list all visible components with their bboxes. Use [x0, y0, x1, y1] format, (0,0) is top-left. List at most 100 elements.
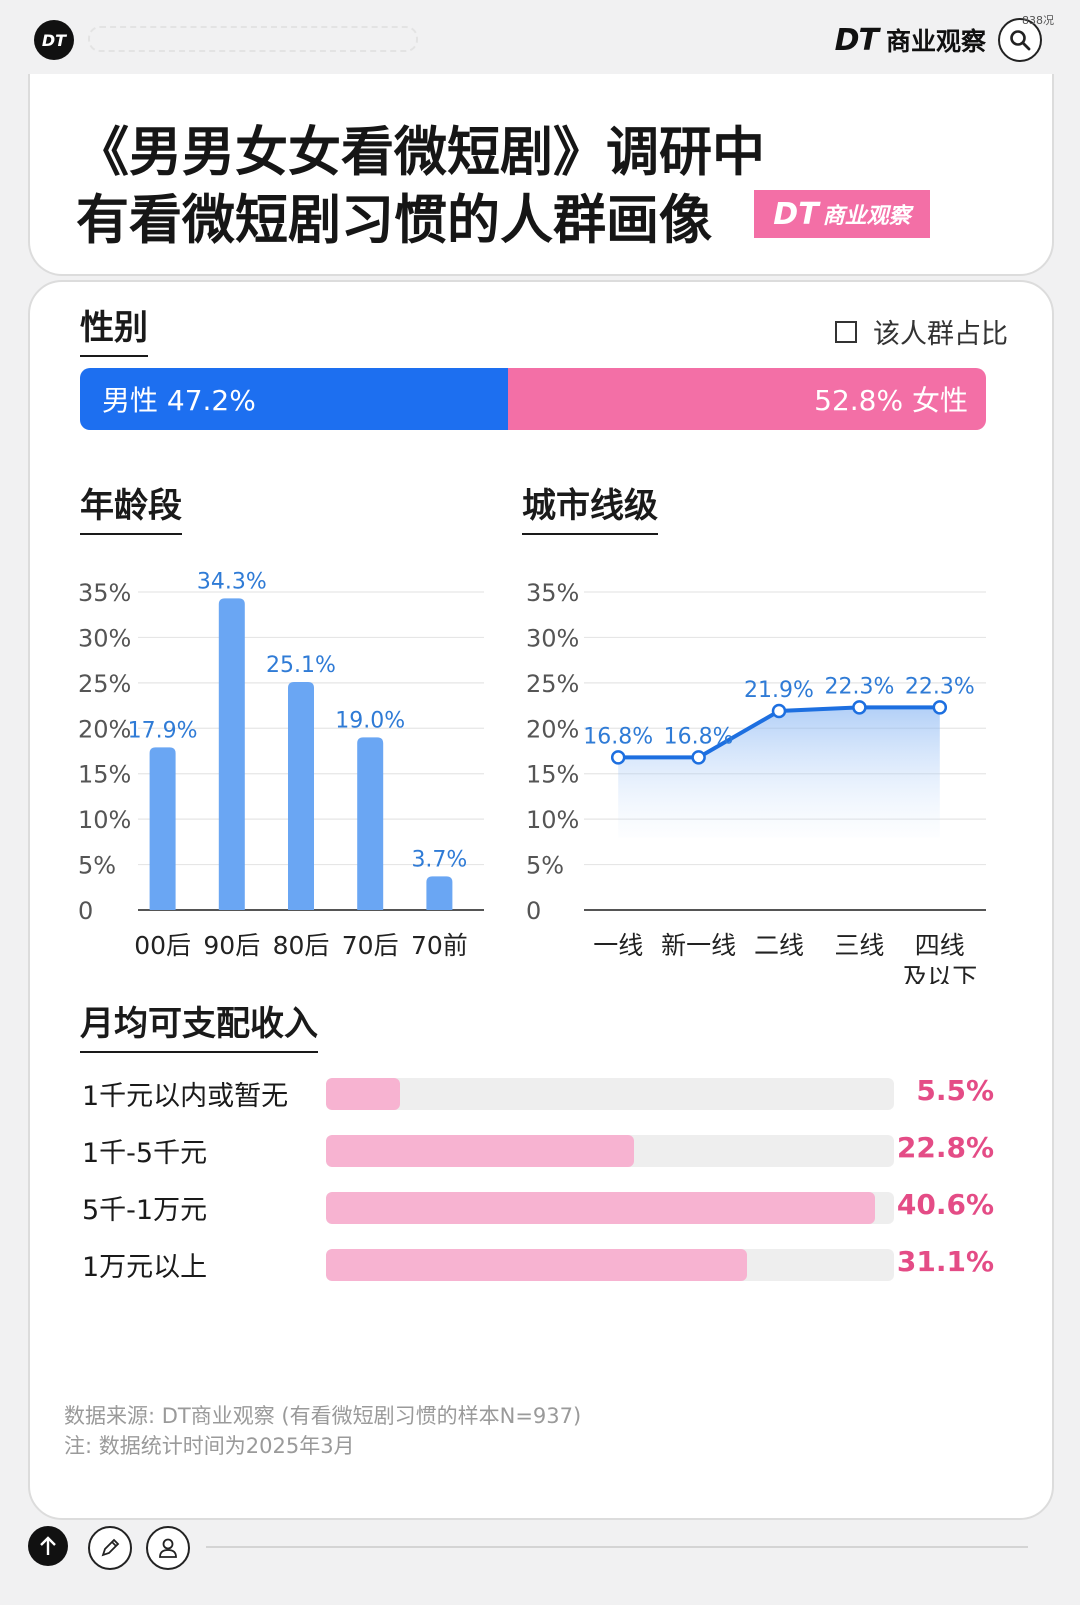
gender-female-segment: 52.8% 女性 [507, 368, 986, 430]
y-tick-label: 25% [78, 670, 131, 698]
y-tick-label: 15% [526, 761, 579, 789]
corner-mark: 838况 [1022, 14, 1054, 27]
city-category-label: 二线 [754, 931, 804, 960]
city-point [691, 750, 706, 765]
city-section-title: 城市线级 [522, 478, 658, 535]
gender-section-title: 性别 [80, 300, 148, 357]
search-button[interactable] [998, 18, 1042, 62]
income-bar [326, 1249, 747, 1281]
brand-tag-dt: DT [773, 196, 819, 232]
title-card: 《男男女女看微短剧》调研中 有看微短剧习惯的人群画像 DT 商业观察 [28, 74, 1054, 276]
income-bar-track [326, 1249, 894, 1281]
legend-label: 该人群占比 [873, 319, 1008, 350]
y-tick-label: 10% [526, 806, 579, 834]
y-tick-label: 35% [78, 579, 131, 607]
y-tick-label: 30% [78, 624, 131, 652]
gender-male-label: 男性 47.2% [102, 384, 256, 417]
age-bar [218, 598, 245, 910]
y-tick-label: 35% [526, 579, 579, 607]
city-point [852, 700, 867, 715]
source-note: 数据来源: DT商业观察 (有看微短剧习惯的样本N=937) [64, 1404, 582, 1428]
income-bar [326, 1192, 876, 1224]
age-value-label: 34.3% [197, 569, 267, 594]
age-value-label: 3.7% [411, 847, 467, 872]
city-category-label: 四线 [915, 931, 965, 960]
income-value-label: 5.5% [916, 1074, 994, 1107]
brand-name: 商业观察 [885, 27, 986, 56]
city-value-label: 21.9% [744, 678, 814, 703]
profile-button[interactable] [146, 1526, 190, 1570]
search-bar[interactable] [88, 26, 418, 52]
y-tick-label: 20% [526, 715, 579, 743]
city-value-label: 16.8% [583, 724, 653, 749]
age-category-label: 70前 [411, 931, 468, 960]
divider [206, 1546, 1028, 1548]
city-category-label: 及以下 [902, 963, 977, 984]
age-section-title: 年龄段 [80, 478, 182, 535]
age-value-label: 25.1% [266, 653, 336, 678]
y-tick-label: 25% [526, 670, 579, 698]
top-bar: DT DT 商业观察 838况 [0, 0, 1080, 80]
income-value-label: 31.1% [896, 1245, 994, 1278]
legend: 该人群占比 [835, 312, 1008, 351]
y-tick-label: 30% [526, 624, 579, 652]
city-point [932, 700, 948, 715]
city-point [610, 750, 626, 765]
search-icon [1010, 30, 1031, 51]
brand-tag-text: 商业观察 [822, 204, 911, 229]
age-category-label: 90后 [203, 931, 260, 960]
income-category-label: 1万元以上 [82, 1252, 208, 1283]
scroll-top-button[interactable] [28, 1526, 68, 1566]
income-value-label: 40.6% [896, 1188, 994, 1221]
income-bar-track [326, 1135, 894, 1167]
age-bar [149, 747, 176, 910]
y-tick-label: 10% [78, 806, 131, 834]
city-category-label: 新一线 [661, 931, 736, 960]
age-category-label: 70后 [342, 931, 399, 960]
income-category-label: 1千元以内或暂无 [82, 1081, 289, 1112]
age-bar [357, 737, 384, 910]
pencil-icon [101, 1538, 120, 1557]
income-value-label: 22.8% [896, 1131, 994, 1164]
income-section-title: 月均可支配收入 [80, 996, 318, 1053]
bottom-toolbar [0, 1520, 1080, 1605]
main-card: 性别 该人群占比 男性 47.2% 52.8% 女性 年龄段 0 5% 10% 15%… [28, 280, 1054, 1520]
edit-button[interactable] [88, 1526, 132, 1570]
user-icon [159, 1538, 177, 1558]
brand-tag: DT 商业观察 [754, 190, 930, 238]
brand: DT 商业观察 [835, 22, 986, 58]
gender-female-label: 52.8% 女性 [814, 384, 968, 417]
city-value-label: 16.8% [664, 724, 734, 749]
legend-swatch [835, 320, 857, 343]
age-bar [288, 681, 314, 910]
age-value-label: 19.0% [335, 708, 405, 733]
y-tick-label: 0 [78, 897, 93, 925]
city-area [618, 707, 940, 838]
city-value-label: 22.3% [905, 674, 975, 699]
income-bar [326, 1135, 635, 1167]
city-category-label: 三线 [834, 931, 884, 960]
city-value-label: 22.3% [824, 674, 894, 699]
dt-logo[interactable]: DT [34, 20, 74, 60]
income-bar-track [326, 1078, 894, 1110]
city-line-chart: 0 5% 10% 15% 20% 25% 30% 35% 16.8% 一线 16.8% 新一线 21.9… [526, 579, 986, 984]
income-category-label: 5千-1万元 [82, 1195, 208, 1226]
income-bar [326, 1078, 401, 1110]
date-note: 注: 数据统计时间为2025年3月 [64, 1434, 355, 1458]
age-category-label: 00后 [134, 931, 191, 960]
page-title-line-1: 《男男女女看微短剧》调研中 [76, 122, 765, 183]
y-tick-label: 5% [526, 852, 564, 880]
page-title-line-2: 有看微短剧习惯的人群画像 [76, 190, 712, 251]
income-bar-track [326, 1192, 894, 1224]
age-category-label: 80后 [273, 931, 330, 960]
y-tick-label: 0 [526, 897, 541, 925]
brand-dt-mark: DT [834, 22, 879, 58]
age-value-label: 17.9% [128, 718, 198, 743]
age-bar [426, 876, 453, 910]
gender-male-segment: 男性 47.2% [80, 368, 508, 430]
city-category-label: 一线 [593, 931, 643, 960]
income-category-label: 1千-5千元 [82, 1138, 208, 1169]
y-tick-label: 15% [78, 761, 131, 789]
age-bar-chart: 0 5% 10% 15% 20% 25% 30% 35% 17.9% 00后 34.3% 90后 25.… [78, 569, 484, 960]
gender-bar: 男性 47.2% 52.8% 女性 [80, 368, 986, 430]
